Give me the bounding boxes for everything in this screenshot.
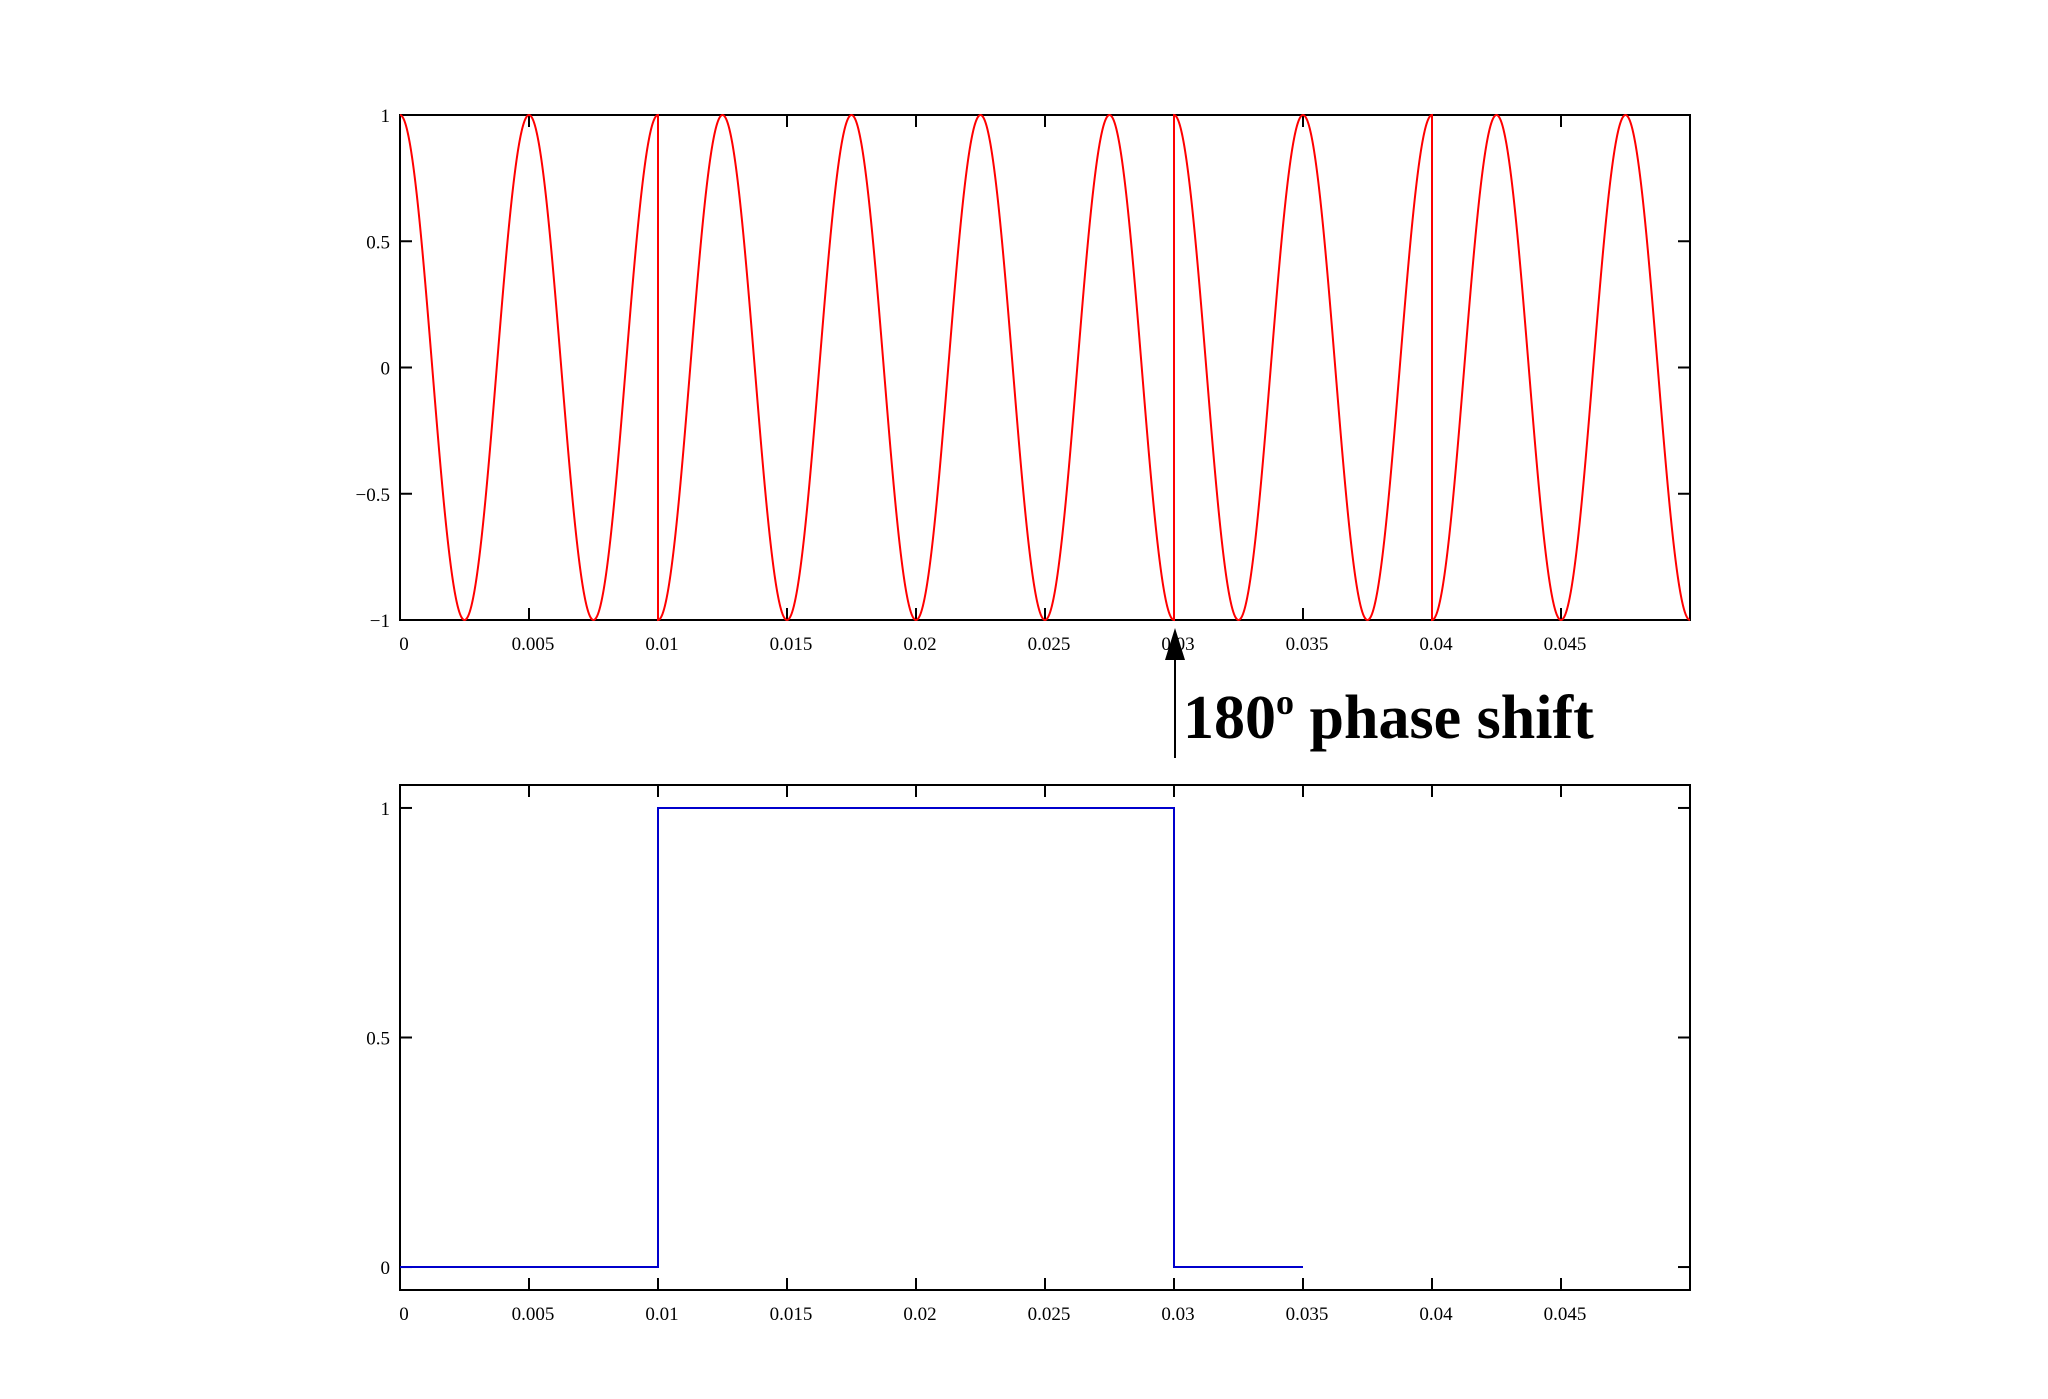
top-y-tick-label: −0.5 <box>356 485 390 506</box>
top-x-tick-label: 0.01 <box>645 634 678 655</box>
top-y-tick-label: 0.5 <box>366 232 390 253</box>
top-x-tick-label: 0.015 <box>770 634 813 655</box>
top-y-tick-label: −1 <box>370 611 390 632</box>
top-x-tick-label: 0.005 <box>512 634 555 655</box>
top-x-tick-label: 0 <box>399 634 409 655</box>
bottom-x-tick-label: 0.02 <box>903 1304 936 1325</box>
top-y-tick-label: 1 <box>381 106 391 127</box>
bottom-x-tick-labels: 0 0.005 0.01 0.015 0.02 0.025 0.03 0.035 0.04 0.0… <box>399 1304 1586 1325</box>
bottom-x-tick-label: 0.04 <box>1419 1304 1453 1325</box>
bottom-x-tick-label: 0 <box>399 1304 409 1325</box>
annotation-text-rest: phase shift <box>1294 684 1594 752</box>
top-x-tick-label: 0.02 <box>903 634 936 655</box>
svg-text:180o phase shift: 180o phase shift <box>1183 682 1594 752</box>
binary-data-line <box>400 808 1303 1267</box>
bottom-axis-ticks <box>400 785 1690 1290</box>
top-x-tick-label: 0.025 <box>1028 634 1071 655</box>
bottom-x-tick-label: 0.025 <box>1028 1304 1071 1325</box>
bottom-chart: 0 0.005 0.01 0.015 0.02 0.025 0.03 0.035 0.04 0.0… <box>366 785 1690 1325</box>
bottom-x-tick-label: 0.005 <box>512 1304 555 1325</box>
top-x-tick-labels: 00.0050.010.0150.020.0250.030.0350.040.0… <box>399 634 1586 655</box>
bottom-x-tick-label: 0.045 <box>1544 1304 1587 1325</box>
bottom-x-tick-label: 0.015 <box>770 1304 813 1325</box>
top-chart: 00.0050.010.0150.020.0250.030.0350.040.0… <box>356 106 1690 655</box>
top-x-tick-label: 0.04 <box>1419 634 1453 655</box>
top-x-tick-label: 0.035 <box>1286 634 1329 655</box>
bottom-y-tick-label: 1 <box>381 799 391 820</box>
top-x-tick-label: 0.045 <box>1544 634 1587 655</box>
annotation-text-main: 180 <box>1183 684 1276 752</box>
top-y-tick-label: 0 <box>381 359 391 380</box>
bottom-y-tick-labels: 00.51 <box>366 799 390 1279</box>
phase-shift-annotation: 180o phase shift <box>1165 628 1594 758</box>
bottom-plot-frame <box>400 785 1690 1290</box>
bottom-y-tick-label: 0.5 <box>366 1029 390 1050</box>
bottom-x-tick-label: 0.03 <box>1161 1304 1194 1325</box>
bottom-x-tick-label: 0.01 <box>645 1304 678 1325</box>
annotation-text-sup: o <box>1276 682 1294 722</box>
bottom-x-tick-label: 0.035 <box>1286 1304 1329 1325</box>
top-plot-frame <box>400 115 1690 620</box>
top-axis-ticks <box>400 115 1690 620</box>
top-y-tick-labels: −1 −0.5 0 0.5 1 <box>356 106 390 632</box>
bottom-y-tick-label: 0 <box>381 1258 391 1279</box>
modulated-carrier-line <box>400 115 1690 620</box>
